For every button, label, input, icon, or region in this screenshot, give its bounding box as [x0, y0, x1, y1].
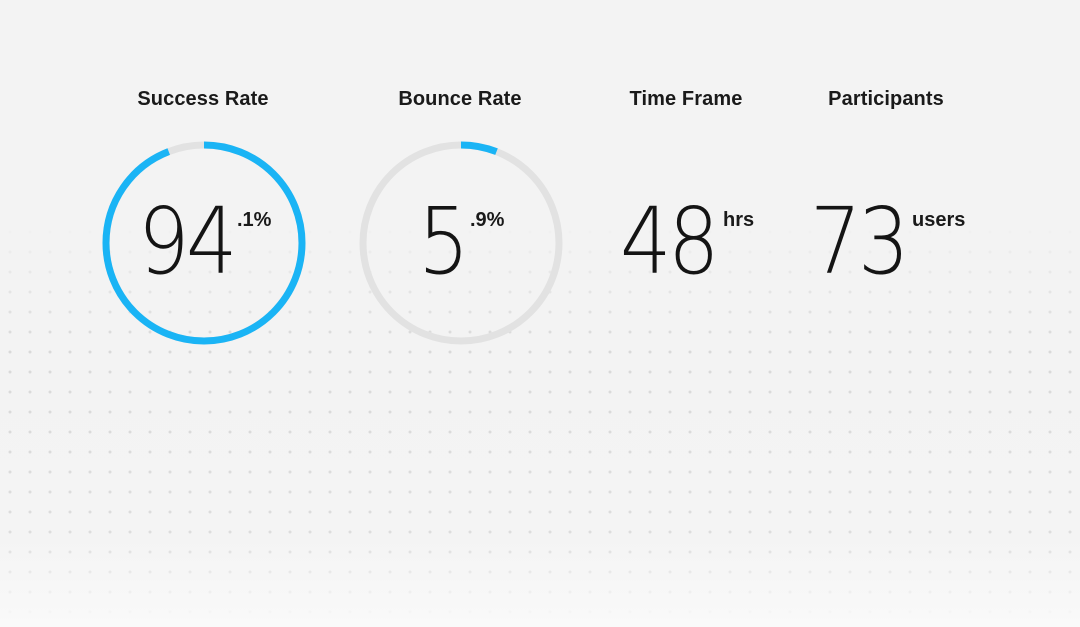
stat-suffix: .1% — [237, 209, 272, 231]
bounce-rate-progress-arc — [359, 141, 563, 345]
stat-value: 5 — [418, 188, 469, 295]
stat-suffix: .9% — [470, 209, 505, 231]
stat-value: 48 — [620, 188, 720, 295]
stat-label: Time Frame — [629, 88, 743, 110]
stat-value: 94 — [138, 188, 238, 295]
success-rate-progress-arc — [102, 141, 306, 345]
stat-label: Success Rate — [137, 88, 269, 110]
success-rate-progress-ring — [102, 141, 306, 345]
stat-label: Participants — [828, 88, 944, 110]
stat-value: 73 — [810, 188, 910, 295]
stat-suffix: users — [912, 209, 966, 231]
stat-label: Bounce Rate — [398, 88, 522, 110]
stat-suffix: hrs — [723, 209, 755, 231]
bounce-rate-progress-ring — [359, 141, 563, 345]
